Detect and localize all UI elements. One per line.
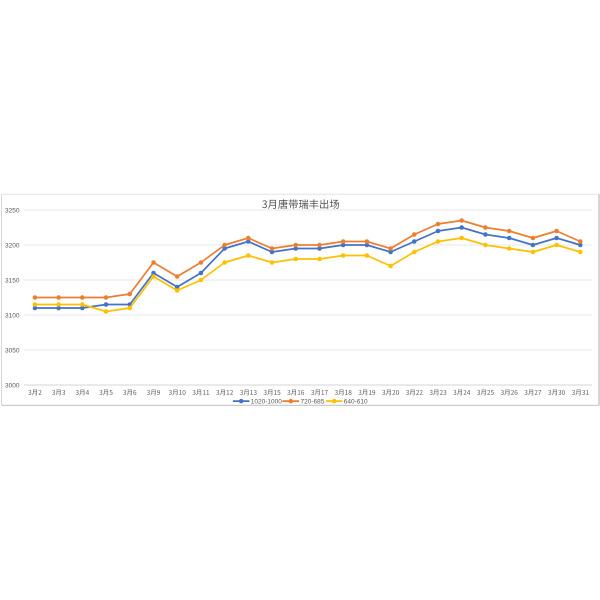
- svg-text:3100: 3100: [5, 312, 20, 319]
- svg-text:720-685: 720-685: [301, 398, 325, 405]
- svg-text:3250: 3250: [5, 207, 20, 214]
- svg-text:3000: 3000: [5, 382, 20, 389]
- svg-text:640-610: 640-610: [344, 398, 368, 405]
- svg-text:3200: 3200: [5, 242, 20, 249]
- svg-text:3150: 3150: [5, 277, 20, 284]
- svg-text:3050: 3050: [5, 347, 20, 354]
- svg-text:1020-1000: 1020-1000: [251, 398, 282, 405]
